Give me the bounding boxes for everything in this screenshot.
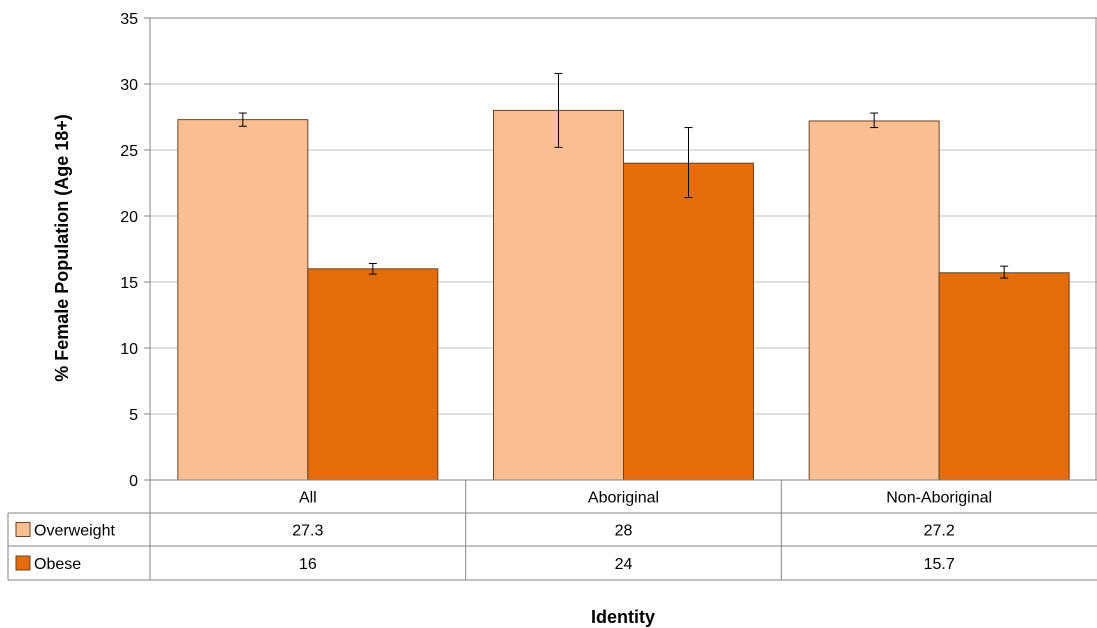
y-tick-label: 20 (120, 209, 138, 226)
bar-overweight-aboriginal (493, 109, 624, 481)
table-cell: 24 (615, 556, 633, 573)
bar-overweight-all (177, 119, 309, 481)
category-label: Non-Aboriginal (886, 490, 992, 507)
bar-obese-all (307, 268, 439, 481)
table-cell: 16 (299, 556, 317, 573)
bar-overweight-non-aboriginal (808, 120, 940, 481)
category-label: All (299, 490, 317, 507)
error-bars (238, 72, 1009, 279)
axes (144, 17, 1097, 580)
table-cell: 27.2 (924, 523, 955, 540)
bar-obese-aboriginal (623, 162, 754, 481)
y-axis-title: % Female Population (Age 18+) (52, 114, 72, 382)
table-cell: 15.7 (924, 556, 955, 573)
legend-label: Overweight (34, 523, 115, 540)
bar-obese-non-aboriginal (938, 272, 1070, 481)
table-cell: 28 (615, 523, 633, 540)
y-tick-label: 5 (129, 407, 138, 424)
category-label: Aboriginal (588, 490, 659, 507)
x-axis-title: Identity (591, 607, 655, 627)
bars (177, 109, 1070, 481)
y-tick-label: 35 (120, 11, 138, 28)
y-tick-label: 25 (120, 143, 138, 160)
y-tick-label: 15 (120, 275, 138, 292)
y-tick-label: 10 (120, 341, 138, 358)
data-table: All Aboriginal Non-Aboriginal Overweight 27.… (7, 479, 1097, 581)
table-cell: 27.3 (292, 523, 323, 540)
legend-label: Obese (34, 556, 81, 573)
y-tick-label: 0 (129, 473, 138, 490)
y-tick-label: 30 (120, 77, 138, 94)
y-tick-labels: 0 5 10 15 20 25 30 35 (120, 11, 138, 490)
legend-swatch-obese (15, 555, 31, 571)
legend-swatch-overweight (15, 522, 31, 537)
